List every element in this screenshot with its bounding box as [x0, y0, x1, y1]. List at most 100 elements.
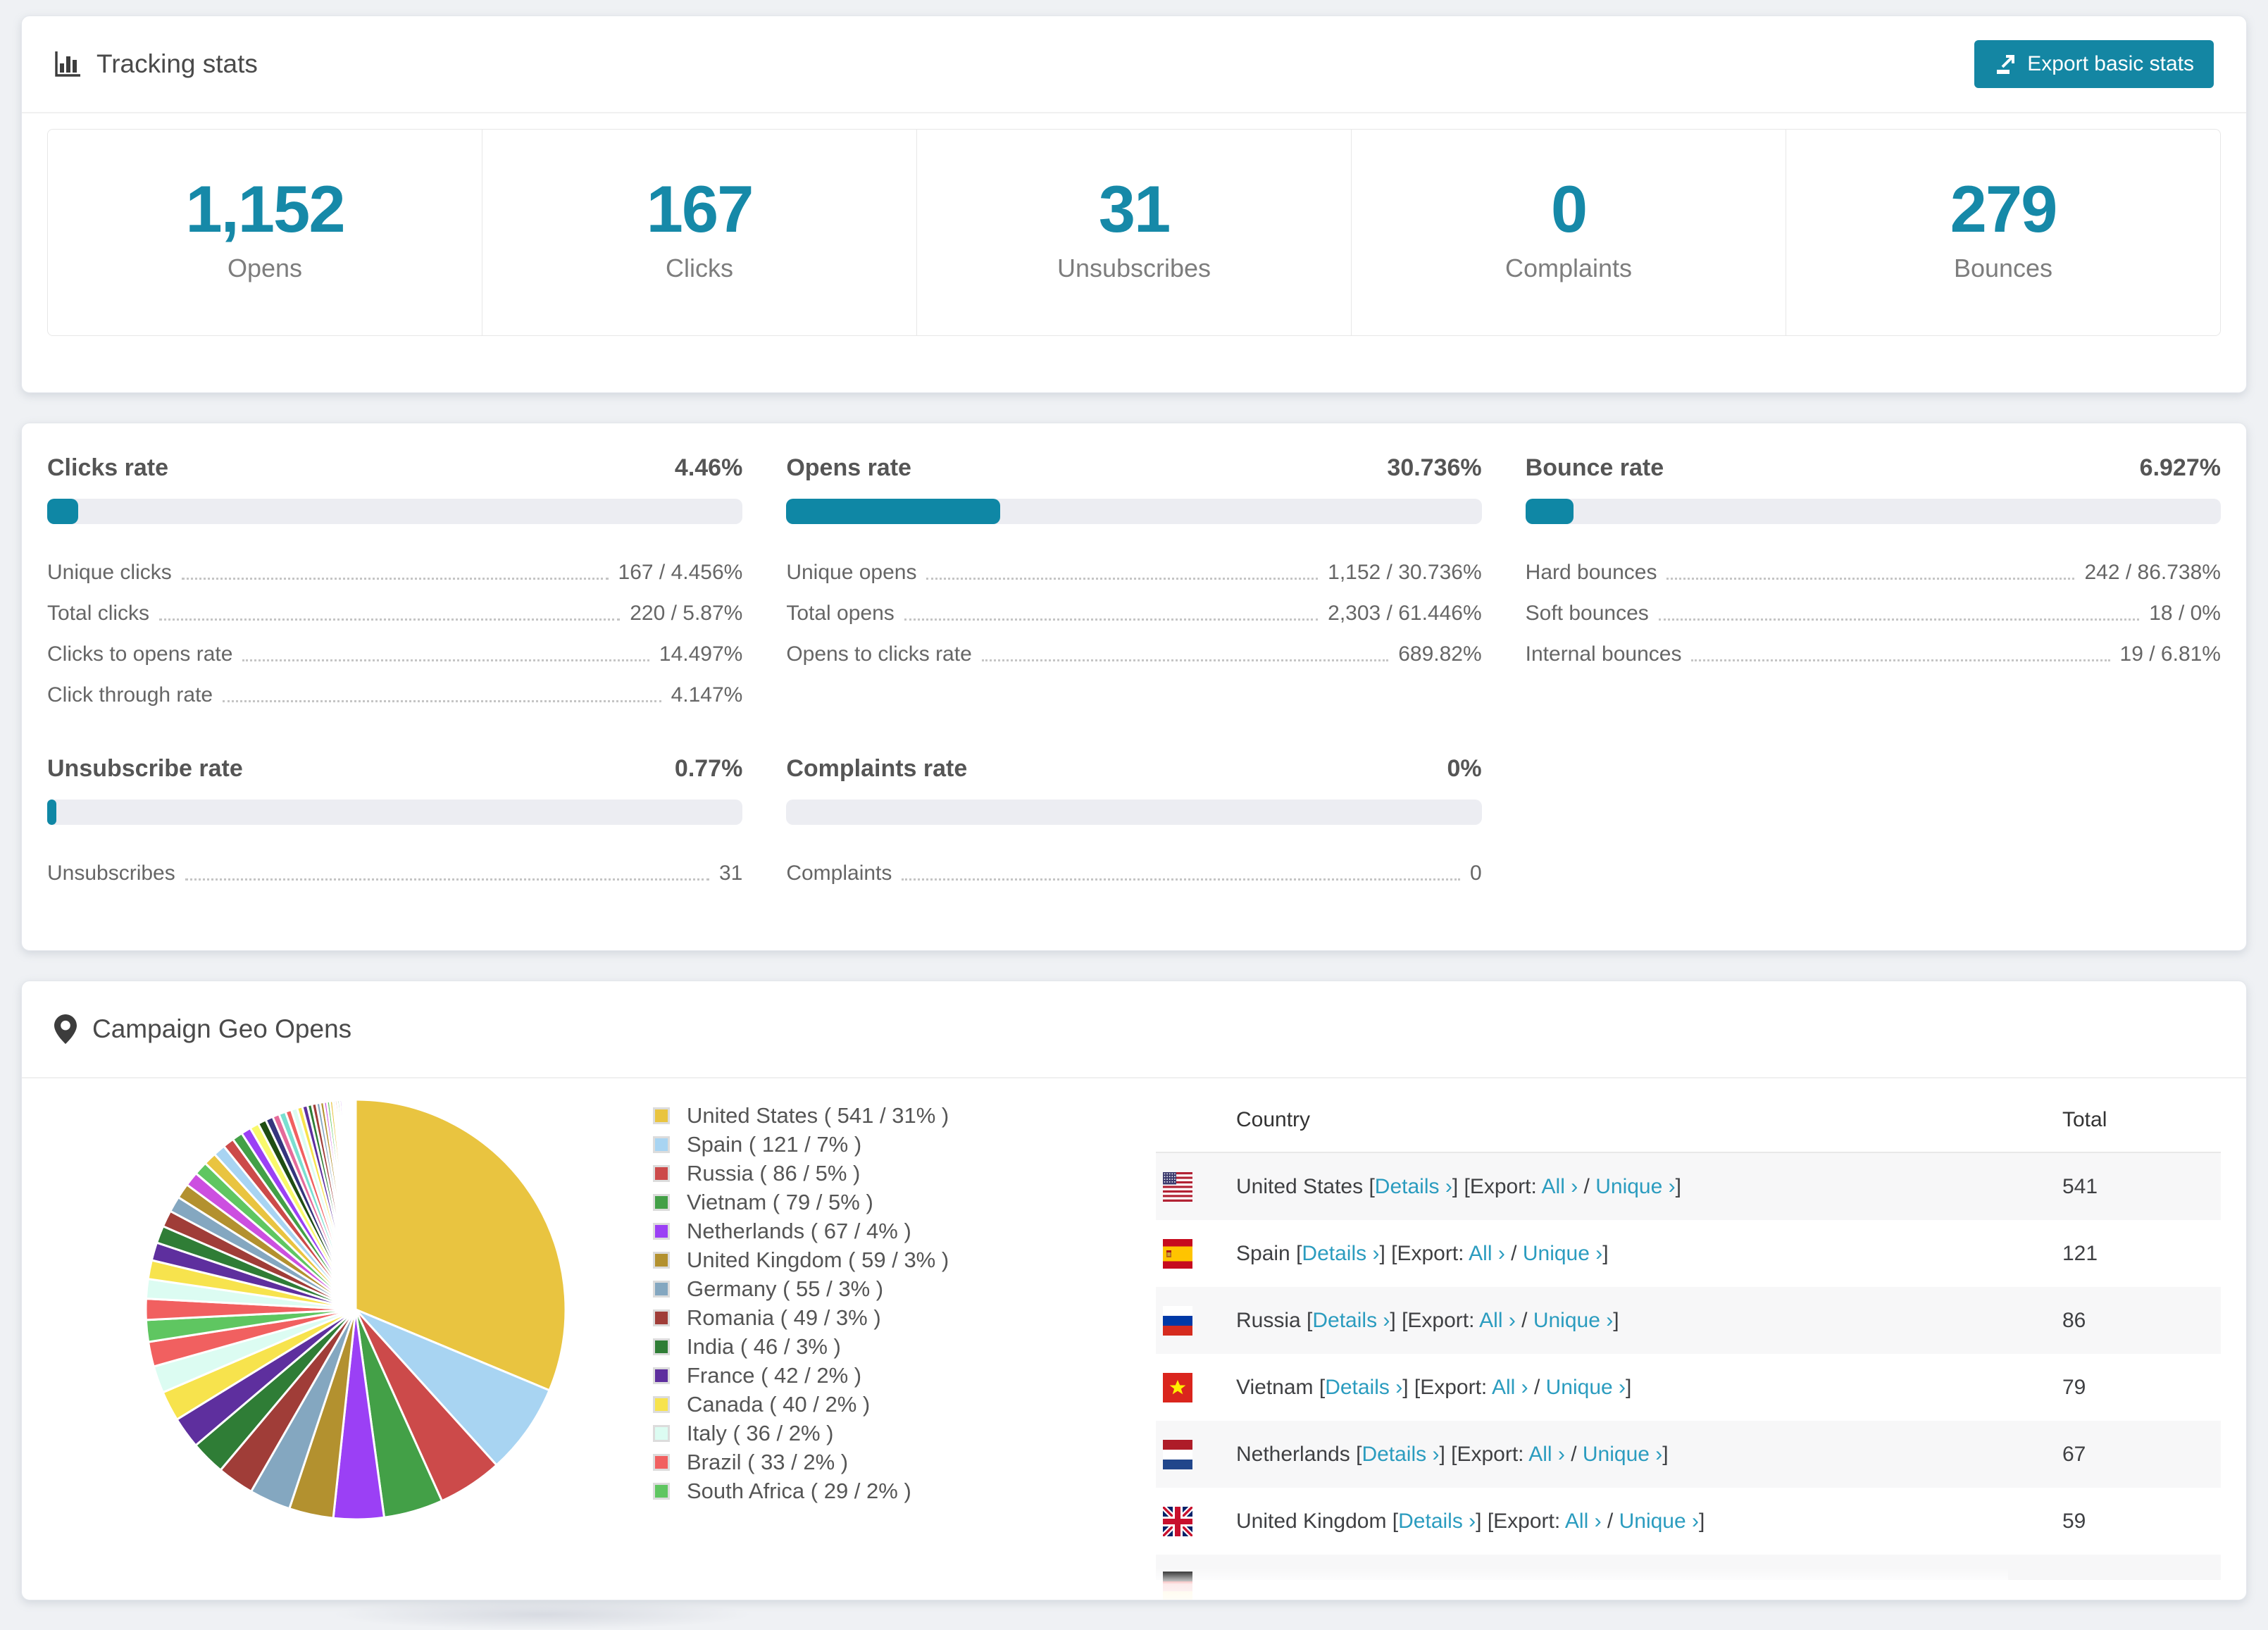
geo-content: United States ( 541 / 31% ) Spain ( 121 /… — [22, 1078, 2246, 1600]
dotted-leader — [223, 700, 661, 702]
rate-block-bounce-rate: Bounce rate 6.927% Hard bounces 242 / 86.73… — [1525, 454, 2221, 716]
flag-icon-gb — [1163, 1506, 1192, 1536]
legend-item-netherlands: Netherlands ( 67 / 4% ) — [653, 1217, 1156, 1245]
cell-total-netherlands: 67 — [2062, 1442, 2086, 1466]
link-details-united-states[interactable]: Details › — [1374, 1174, 1452, 1198]
stat-value-bounces: 279 — [1950, 172, 2058, 246]
link-export-unique-united-states[interactable]: Unique › — [1595, 1174, 1676, 1198]
rate-head-unsubscribe-rate: Unsubscribe rate 0.77% — [47, 755, 742, 783]
rate-detail-value: 19 / 6.81% — [2119, 642, 2221, 666]
dotted-leader — [902, 878, 1460, 881]
stat-label-opens: Opens — [227, 254, 303, 282]
link-export-unique-netherlands[interactable]: Unique › — [1582, 1442, 1663, 1466]
dotted-leader — [159, 618, 621, 621]
legend-item-united-states: United States ( 541 / 31% ) — [653, 1101, 1156, 1130]
link-details-united-kingdom[interactable]: Details › — [1398, 1509, 1476, 1533]
rate-detail-label: Soft bounces — [1525, 602, 1649, 625]
legend-item-russia: Russia ( 86 / 5% ) — [653, 1159, 1156, 1188]
rate-progress-track — [786, 499, 1482, 524]
link-export-all-vietnam[interactable]: All › — [1491, 1375, 1528, 1399]
legend-item-canada: Canada ( 40 / 2% ) — [653, 1390, 1156, 1419]
cell-total-spain: 121 — [2062, 1241, 2098, 1265]
rates-grid: Clicks rate 4.46% Unique clicks 167 / 4.456… — [47, 454, 2221, 894]
link-details-russia[interactable]: Details › — [1312, 1308, 1390, 1332]
stat-box-opens: 1,152 Opens — [48, 130, 482, 335]
legend-label: France ( 42 / 2% ) — [687, 1362, 862, 1388]
link-details-spain[interactable]: Details › — [1302, 1241, 1380, 1265]
tracking-stats-header: Tracking stats Export basic stats — [22, 16, 2246, 113]
legend-swatch — [653, 1107, 670, 1124]
legend-item-spain: Spain ( 121 / 7% ) — [653, 1130, 1156, 1159]
geo-opens-title: Campaign Geo Opens — [54, 1014, 351, 1045]
link-details-netherlands[interactable]: Details › — [1362, 1442, 1440, 1466]
cell-country-united-states: United States [Details ›] [Export: All ›… — [1236, 1174, 1681, 1198]
rate-progress-fill — [1525, 499, 1574, 524]
legend-swatch — [653, 1338, 670, 1355]
legend-swatch — [653, 1424, 670, 1442]
cell-country-united-kingdom: United Kingdom [Details ›] [Export: All … — [1236, 1509, 1705, 1533]
stat-label-clicks: Clicks — [666, 254, 733, 282]
flag-icon-nl — [1163, 1439, 1192, 1469]
rate-detail-label: Unique clicks — [47, 561, 172, 584]
rate-name-label: Opens rate — [786, 454, 911, 481]
legend-label: United Kingdom ( 59 / 3% ) — [687, 1247, 949, 1272]
legend-label: India ( 46 / 3% ) — [687, 1333, 841, 1359]
rate-name-label: Clicks rate — [47, 454, 168, 481]
legend-swatch — [653, 1453, 670, 1471]
export-icon — [1997, 55, 2015, 74]
geo-pie-chart — [47, 1087, 653, 1580]
flag-icon-de — [1163, 1572, 1192, 1600]
pie-slice-spain — [354, 1308, 551, 1467]
link-details-vietnam[interactable]: Details › — [1325, 1375, 1403, 1399]
link-export-unique-vietnam[interactable]: Unique › — [1545, 1375, 1626, 1399]
rate-detail-label: Unique opens — [786, 561, 917, 584]
link-export-all-united-kingdom[interactable]: All › — [1564, 1509, 1602, 1533]
rate-detail-value: 14.497% — [659, 642, 743, 666]
stats-summary-row: 1,152 Opens 167 Clicks 31 Unsubscribes 0 Compla… — [47, 129, 2221, 336]
legend-item-united-kingdom: United Kingdom ( 59 / 3% ) — [653, 1245, 1156, 1274]
link-export-all-netherlands[interactable]: All › — [1528, 1442, 1565, 1466]
stat-value-clicks: 167 — [646, 172, 754, 246]
rate-pct-value: 4.46% — [674, 454, 743, 481]
legend-item-brazil: Brazil ( 33 / 2% ) — [653, 1448, 1156, 1476]
dotted-leader — [981, 659, 1389, 661]
stat-value-unsubscribes: 31 — [1098, 172, 1171, 246]
link-export-unique-spain[interactable]: Unique › — [1522, 1241, 1603, 1265]
legend-swatch — [653, 1251, 670, 1269]
stat-box-bounces: 279 Bounces — [1786, 130, 2220, 335]
rate-block-clicks-rate: Clicks rate 4.46% Unique clicks 167 / 4.456… — [47, 454, 743, 716]
legend-label: Italy ( 36 / 2% ) — [687, 1420, 834, 1445]
legend-swatch — [653, 1395, 670, 1413]
legend-label: Netherlands ( 67 / 4% ) — [687, 1218, 911, 1243]
rate-detail-label: Unsubscribes — [47, 861, 175, 885]
rate-detail-row-unsubscribes: Unsubscribes 31 — [47, 853, 742, 894]
stat-box-unsubscribes: 31 Unsubscribes — [916, 130, 1351, 335]
link-export-all-spain[interactable]: All › — [1469, 1241, 1505, 1265]
rate-pct-value: 6.927% — [2139, 454, 2221, 481]
geo-table-header-total: Total — [2062, 1108, 2107, 1131]
tracking-stats-title: Tracking stats — [54, 49, 258, 80]
rate-name-label: Bounce rate — [1525, 454, 1664, 481]
pie-slice-other-48 — [354, 1098, 357, 1311]
rate-block-opens-rate: Opens rate 30.736% Unique opens 1,152 / 30.… — [786, 454, 1482, 716]
link-export-unique-united-kingdom[interactable]: Unique › — [1619, 1509, 1699, 1533]
table-row-united-kingdom: United Kingdom [Details ›] [Export: All … — [1156, 1488, 2221, 1555]
geo-pie-svg — [144, 1098, 567, 1521]
link-export-unique-russia[interactable]: Unique › — [1533, 1308, 1614, 1332]
geo-opens-title-text: Campaign Geo Opens — [92, 1014, 352, 1043]
legend-label: Germany ( 55 / 3% ) — [687, 1276, 884, 1301]
flag-icon-us — [1163, 1171, 1192, 1202]
link-export-all-united-states[interactable]: All › — [1541, 1174, 1578, 1198]
geo-country-table: Country Total United States [Details ›] … — [1156, 1087, 2221, 1600]
geo-opens-header: Campaign Geo Opens — [22, 981, 2246, 1078]
stat-label-bounces: Bounces — [1953, 254, 2053, 282]
rate-detail-value: 167 / 4.456% — [618, 561, 743, 584]
rate-head-complaints-rate: Complaints rate 0% — [786, 755, 1481, 783]
export-basic-stats-button[interactable]: Export basic stats — [1974, 40, 2214, 88]
flag-icon-vn — [1163, 1372, 1192, 1402]
rate-detail-value: 18 / 0% — [2149, 602, 2221, 625]
legend-label: United States ( 541 / 31% ) — [687, 1102, 949, 1128]
stat-label-unsubscribes: Unsubscribes — [1057, 254, 1211, 282]
link-export-all-russia[interactable]: All › — [1479, 1308, 1516, 1332]
cell-country-netherlands: Netherlands [Details ›] [Export: All › /… — [1236, 1442, 1669, 1466]
